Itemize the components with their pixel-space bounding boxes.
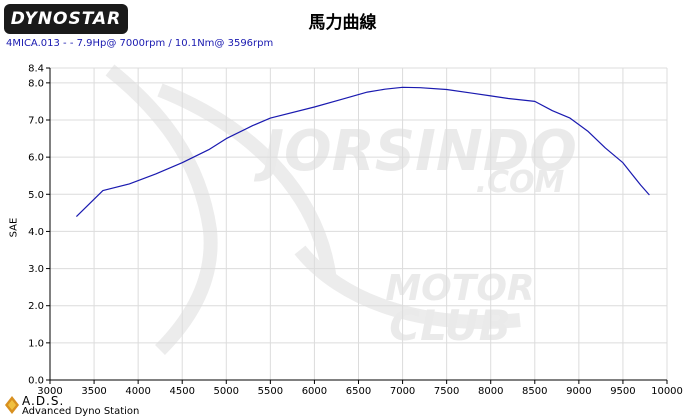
x-tick-label: 4000 — [125, 386, 150, 397]
x-tick-label: 3500 — [81, 386, 106, 397]
y-tick-label: 8.0 — [28, 78, 44, 89]
x-tick-label: 8000 — [478, 386, 503, 397]
x-tick-label: 7500 — [434, 386, 459, 397]
x-tick-label: 9500 — [610, 386, 635, 397]
axes — [46, 67, 668, 384]
y-tick-label: 0.0 — [28, 376, 44, 387]
y-tick-labels: 0.0 1.0 2.0 3.0 4.0 5.0 6.0 7.0 8.0 8.4 — [28, 64, 44, 387]
x-tick-label: 8500 — [522, 386, 547, 397]
x-tick-label: 6500 — [346, 386, 371, 397]
x-tick-label: 6000 — [302, 386, 327, 397]
y-tick-label: 5.0 — [28, 190, 44, 201]
ads-logo-icon — [5, 396, 19, 414]
x-tick-label: 5500 — [258, 386, 283, 397]
y-tick-label: 3.0 — [28, 264, 44, 275]
dynostar-logo: DYNOSTAR — [4, 4, 128, 34]
power-curve-line — [75, 86, 650, 218]
logo-text: DYNOSTAR — [10, 9, 122, 29]
grid — [49, 67, 668, 381]
y-tick-label: 6.0 — [28, 153, 44, 164]
y-axis-label: SAE — [8, 217, 20, 238]
x-tick-label: 7000 — [390, 386, 415, 397]
x-tick-label: 4500 — [169, 386, 194, 397]
y-tick-label: 1.0 — [28, 338, 44, 349]
ads-short-label: A.D.S. — [22, 394, 65, 408]
chart-title: 馬力曲線 — [308, 13, 377, 33]
x-tick-labels: 3000 3500 4000 4500 5000 5500 6000 6500 7000 7500… — [37, 386, 683, 397]
ads-full-label: Advanced Dyno Station — [22, 406, 140, 417]
y-tick-label: 4.0 — [28, 227, 44, 238]
run-summary: 4MICA.013 - - 7.9Hp@ 7000rpm / 10.1Nm@ 3… — [6, 38, 274, 49]
series — [75, 86, 650, 218]
x-tick-label: 5000 — [214, 386, 239, 397]
x-tick-label: 10000 — [651, 386, 683, 397]
y-tick-label: 2.0 — [28, 301, 44, 312]
y-tick-label: 8.4 — [28, 64, 44, 75]
y-tick-label: 7.0 — [28, 116, 44, 127]
x-tick-label: 9000 — [566, 386, 591, 397]
x-tick-label: 3000 — [37, 386, 62, 397]
